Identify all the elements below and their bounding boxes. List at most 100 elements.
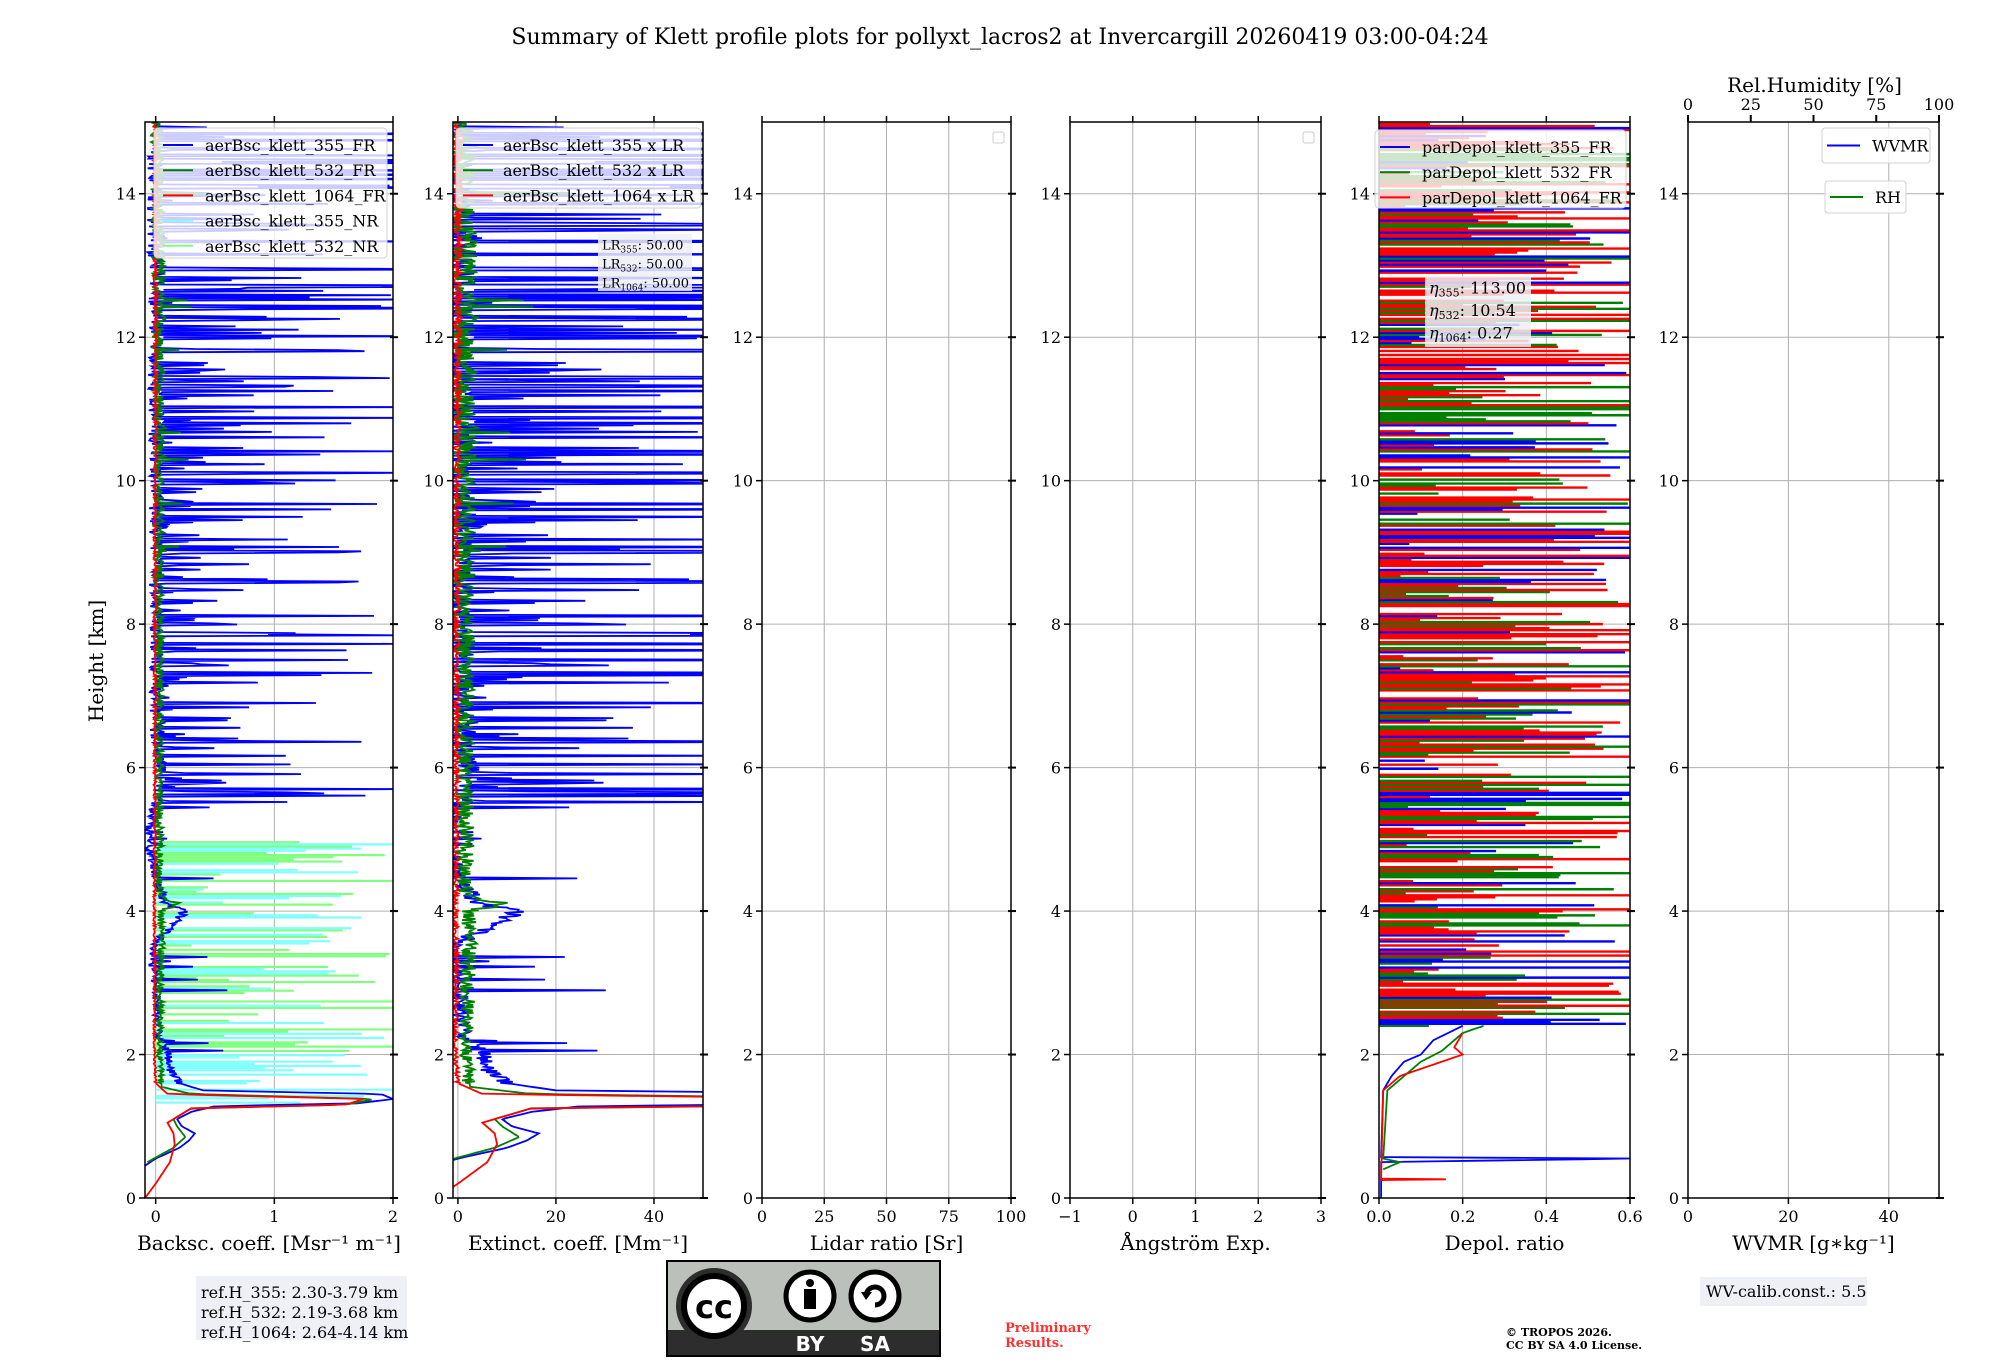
y-tick-label: 6	[434, 759, 444, 778]
y-tick-label: 6	[743, 759, 753, 778]
y-tick-label: 8	[743, 615, 753, 634]
x-tick-label: 40	[1879, 1207, 1899, 1226]
x-tick-label: 40	[644, 1207, 664, 1226]
y-tick-label: 4	[126, 902, 136, 921]
y-tick-label: 12	[116, 328, 136, 347]
y-tick-label: 2	[1669, 1046, 1679, 1065]
y-tick-label: 2	[126, 1046, 136, 1065]
series-aerBsc_klett_532_FR	[146, 122, 372, 1163]
wv-calib-constant: WV-calib.const.: 5.5	[1706, 1282, 1867, 1301]
license-note: CC BY SA 4.0 License.	[1506, 1339, 1642, 1352]
axes-frame	[1378, 121, 1631, 1199]
y-tick-label: 2	[743, 1046, 753, 1065]
y-tick-label: 0	[126, 1189, 136, 1208]
y-tick-label: 0	[1051, 1189, 1061, 1208]
x-tick-label: 0	[1128, 1207, 1138, 1226]
y-tick-label: 14	[733, 185, 753, 204]
ref-height-1064: ref.H_1064: 2.64-4.14 km	[201, 1323, 408, 1342]
figure-title: Summary of Klett profile plots for polly…	[511, 25, 1488, 50]
y-tick-label: 4	[1669, 902, 1679, 921]
cc-by-sa-logo: cc BY SA	[666, 1260, 941, 1357]
x-tick-label: −1	[1058, 1207, 1082, 1226]
ref-height-532: ref.H_532: 2.19-3.68 km	[201, 1303, 398, 1322]
y-tick-label: 12	[1350, 328, 1370, 347]
x-axis-label: Lidar ratio [Sr]	[810, 1231, 964, 1255]
y-tick-label: 14	[424, 185, 444, 204]
x-tick-label: 0	[1683, 1207, 1693, 1226]
y-axis-label: Height [km]	[84, 600, 108, 722]
x-axis-label: Ångström Exp.	[1119, 1230, 1270, 1255]
x-tick-label: 0.0	[1366, 1207, 1391, 1226]
y-tick-label: 10	[733, 472, 753, 491]
axes-frame	[1687, 121, 1940, 1199]
top-x-tick-label: 25	[1741, 95, 1761, 114]
y-tick-label: 6	[1360, 759, 1370, 778]
x-tick-label: 1	[1190, 1207, 1200, 1226]
top-x-axis-label: Rel.Humidity [%]	[1727, 73, 1902, 97]
x-tick-label: 100	[996, 1207, 1027, 1226]
legend-rh: RH	[1824, 180, 1907, 214]
x-axis-label: Extinct. coeff. [Mm⁻¹]	[468, 1231, 688, 1255]
plot-area	[145, 122, 393, 1198]
legend-label: RH	[1875, 188, 1901, 207]
x-tick-label: 2	[1253, 1207, 1263, 1226]
x-axis-label: Backsc. coeff. [Msr⁻¹ m⁻¹]	[137, 1231, 401, 1255]
legend-label: aerBsc_klett_532_FR	[205, 161, 376, 180]
y-tick-label: 6	[1669, 759, 1679, 778]
preliminary-note-2: Results.	[1005, 1336, 1064, 1351]
y-tick-label: 8	[434, 615, 444, 634]
y-tick-label: 12	[1659, 328, 1679, 347]
x-tick-label: 75	[939, 1207, 959, 1226]
x-tick-label: 3	[1316, 1207, 1326, 1226]
y-tick-label: 14	[116, 185, 136, 204]
y-tick-label: 14	[1659, 185, 1679, 204]
x-tick-label: 0.6	[1617, 1207, 1642, 1226]
ref-heights-box: ref.H_355: 2.30-3.79 km ref.H_532: 2.19-…	[196, 1276, 408, 1342]
top-x-tick-label: 0	[1683, 95, 1693, 114]
y-tick-label: 4	[1360, 902, 1370, 921]
y-tick-label: 10	[1041, 472, 1061, 491]
legend: parDepol_klett_355_FR parDepol_klett_532_…	[1374, 129, 1627, 209]
legend: aerBsc_klett_355_FR aerBsc_klett_532_FRae…	[153, 127, 388, 259]
x-tick-label: 25	[814, 1207, 834, 1226]
panel-water-vapor: 0 20 40 0 2 4 6 8 10 12 14 WVMR [g∗kg⁻¹] 0 25 50 75 100 R…	[1659, 73, 1955, 1255]
annotation-line: LR1064: 50.00	[602, 277, 689, 294]
legend-label: aerBsc_klett_532_NR	[205, 237, 379, 256]
legend-label: aerBsc_klett_355_FR	[205, 136, 376, 155]
preliminary-note: Preliminary	[1005, 1321, 1091, 1336]
svg-text:cc: cc	[695, 1288, 733, 1326]
y-tick-label: 10	[424, 472, 444, 491]
axes-frame	[452, 121, 704, 1199]
y-tick-label: 14	[1350, 185, 1370, 204]
panel-lidar-ratio: 0 25 50 75 100 0 2 4 6 8 10 12 14 Lidar ratio [Sr]	[733, 116, 1027, 1255]
legend-label: aerBsc_klett_532 x LR	[503, 161, 685, 180]
top-x-tick-label: 75	[1866, 95, 1886, 114]
x-tick-label: 1	[269, 1207, 279, 1226]
series-aerBsc_klett_1064_FR	[145, 122, 364, 1198]
legend-label: aerBsc_klett_355_NR	[205, 212, 379, 231]
series-parDepol_klett_532_FR	[1382, 1024, 1484, 1171]
y-tick-label: 2	[1051, 1046, 1061, 1065]
wv-calib-box: WV-calib.const.: 5.5	[1700, 1277, 1867, 1306]
series-aerBsc_klett_1064 x LR	[453, 122, 703, 1188]
ref-height-355: ref.H_355: 2.30-3.79 km	[201, 1283, 398, 1302]
svg-text:SA: SA	[860, 1332, 890, 1356]
y-tick-label: 8	[1360, 615, 1370, 634]
empty-legend	[1302, 131, 1315, 144]
y-tick-label: 12	[424, 328, 444, 347]
x-tick-label: 0	[151, 1207, 161, 1226]
plot-area	[453, 122, 703, 1188]
legend-label: aerBsc_klett_1064 x LR	[503, 186, 695, 205]
annotation-line: LR532: 50.00	[602, 258, 683, 275]
annotation-line: η355: 113.00	[1429, 278, 1526, 299]
y-tick-label: 0	[1669, 1189, 1679, 1208]
y-tick-label: 4	[743, 902, 753, 921]
x-tick-label: 20	[1778, 1207, 1798, 1226]
y-tick-label: 4	[1051, 902, 1061, 921]
y-tick-label: 8	[126, 615, 136, 634]
lidar-ratio-annotation: LR355: 50.00 LR532: 50.00 LR1064: 50.00	[598, 234, 692, 294]
svg-text:BY: BY	[796, 1332, 825, 1356]
legend-label: aerBsc_klett_1064_FR	[205, 186, 387, 205]
